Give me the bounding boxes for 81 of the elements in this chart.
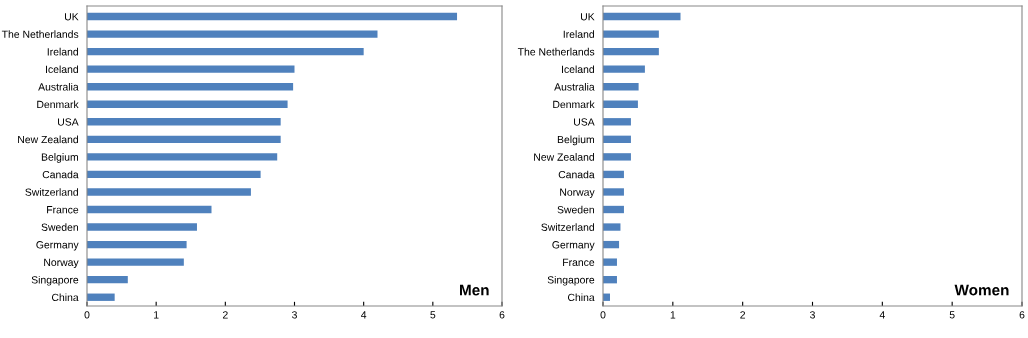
bar (87, 205, 212, 214)
y-tick-label: UK (581, 13, 595, 21)
bar (603, 205, 624, 214)
y-tick-label: France (563, 258, 595, 267)
y-tick-label: Australia (554, 82, 595, 91)
bar (603, 258, 617, 266)
y-tick-label: Iceland (562, 65, 594, 74)
y-tick-label: Norway (44, 258, 79, 269)
bar (87, 240, 187, 249)
bar (87, 100, 288, 108)
y-tick-label: Singapore (547, 275, 595, 286)
bar (603, 135, 631, 144)
x-tick-label: 6 (499, 311, 505, 319)
bar (87, 223, 197, 231)
x-tick-label: 3 (292, 311, 297, 319)
bar (87, 47, 364, 56)
y-tick-label: New Zealand (534, 153, 594, 161)
bar (87, 83, 294, 91)
x-tick-label: 0 (600, 311, 606, 319)
bar (87, 188, 251, 196)
y-tick-label: Canada (42, 170, 79, 179)
bar (603, 223, 621, 231)
y-tick-label: Ireland (563, 30, 594, 38)
y-tick-label: The Netherlands (517, 47, 595, 56)
y-tick-label: USA (574, 118, 595, 126)
bar (603, 12, 681, 21)
bar (87, 30, 378, 38)
x-tick-label: 1 (154, 311, 159, 319)
bar (603, 153, 631, 161)
bar (87, 276, 128, 284)
x-tick-label: 0 (84, 311, 90, 319)
bar (87, 118, 281, 126)
bar (87, 170, 261, 179)
bar (87, 258, 184, 266)
x-tick-label: 2 (740, 311, 746, 319)
bar (603, 188, 624, 196)
bar (87, 12, 458, 21)
text: Men (460, 284, 489, 296)
bar (603, 83, 639, 91)
bar (603, 65, 645, 73)
y-tick-label: Sweden (41, 223, 78, 231)
bar (603, 47, 659, 56)
y-tick-label: UK (65, 13, 79, 21)
y-tick-label: Canada (558, 170, 595, 179)
y-tick-label: Switzerland (541, 223, 594, 231)
text: Women (954, 284, 1009, 296)
y-tick-label: Sweden (557, 205, 594, 214)
bar (87, 65, 295, 73)
y-tick-label: China (567, 293, 595, 302)
x-tick-label: 4 (879, 311, 885, 319)
y-tick-label: Ireland (47, 47, 78, 56)
y-tick-label: Germany (36, 241, 79, 251)
bar (603, 170, 624, 179)
y-tick-label: USA (58, 118, 79, 126)
y-tick-label: Australia (38, 82, 79, 91)
y-tick-label: China (51, 293, 79, 302)
x-tick-label: 3 (810, 311, 815, 319)
y-tick-label: Denmark (553, 100, 595, 109)
x-tick-label: 6 (1019, 311, 1025, 319)
bar (603, 30, 659, 38)
x-tick-label: 2 (222, 311, 228, 319)
y-tick-label: Iceland (46, 65, 78, 74)
x-tick-label: 5 (430, 311, 436, 319)
x-tick-label: 1 (670, 311, 676, 319)
x-tick-label: 4 (361, 311, 367, 319)
bar (603, 118, 631, 126)
bar (603, 100, 638, 108)
bar (87, 135, 281, 144)
y-tick-label: New Zealand (18, 135, 78, 144)
y-tick-label: France (47, 206, 79, 214)
y-tick-label: Denmark (37, 100, 79, 109)
y-tick-label: Norway (560, 188, 595, 198)
x-tick-label: 5 (949, 311, 955, 319)
y-tick-label: Belgium (41, 153, 78, 163)
y-tick-label: Belgium (557, 135, 594, 146)
y-tick-label: The Netherlands (1, 30, 79, 38)
y-tick-label: Switzerland (25, 188, 78, 196)
bar (87, 153, 278, 161)
bar (87, 293, 115, 301)
y-tick-label: Singapore (31, 275, 79, 286)
y-tick-label: Germany (552, 241, 595, 251)
